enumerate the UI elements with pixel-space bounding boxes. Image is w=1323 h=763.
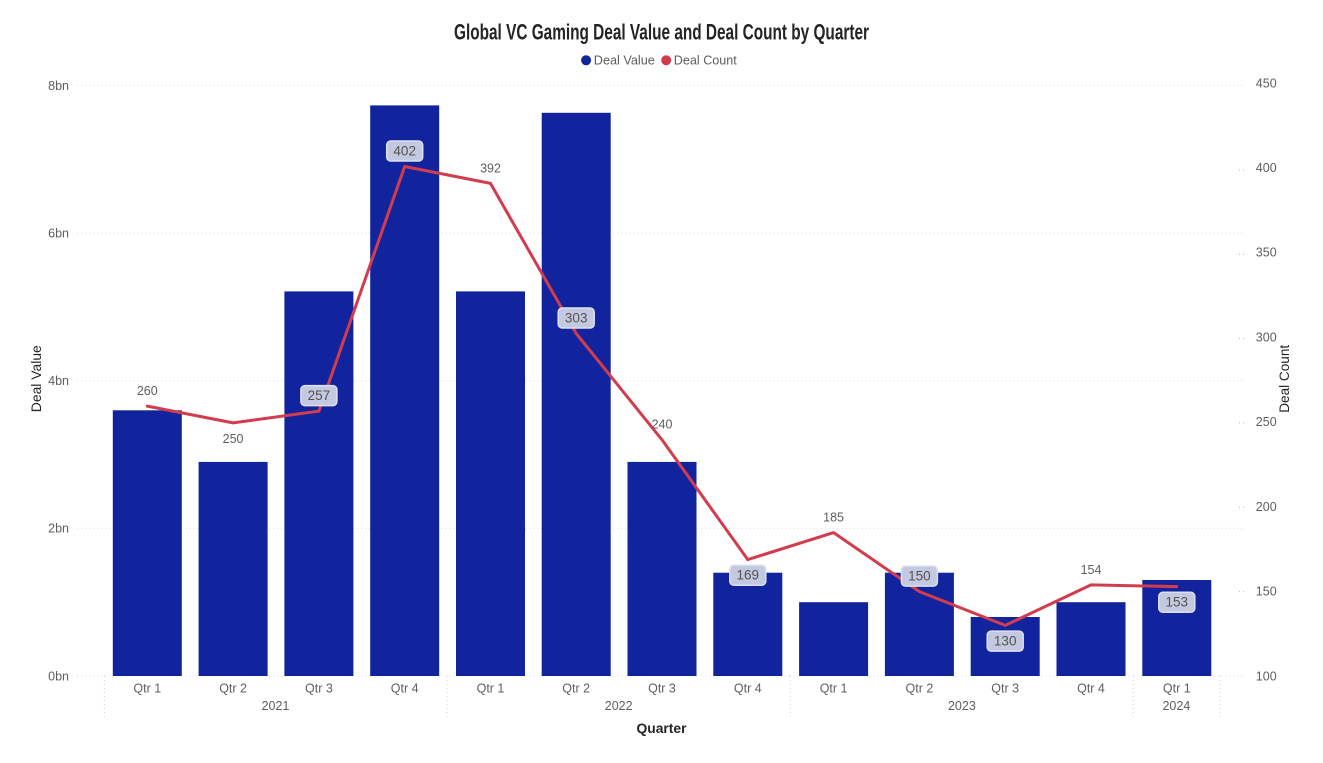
svg-text:2022: 2022 (605, 699, 633, 713)
svg-text:Qtr 2: Qtr 2 (562, 682, 590, 696)
svg-text:Deal Count: Deal Count (1277, 345, 1292, 413)
svg-text:240: 240 (652, 418, 673, 432)
svg-text:Qtr 4: Qtr 4 (391, 682, 419, 696)
svg-text:Qtr 3: Qtr 3 (305, 682, 333, 696)
svg-text:Quarter: Quarter (637, 720, 688, 736)
svg-text:Qtr 3: Qtr 3 (648, 682, 676, 696)
svg-text:Qtr 1: Qtr 1 (820, 682, 848, 696)
svg-text:Qtr 3: Qtr 3 (991, 682, 1019, 696)
svg-text:154: 154 (1081, 563, 1102, 577)
svg-text:260: 260 (137, 384, 158, 398)
svg-text:200: 200 (1256, 500, 1277, 514)
svg-text:100: 100 (1256, 669, 1277, 683)
svg-text:392: 392 (480, 161, 501, 175)
svg-text:250: 250 (223, 432, 244, 446)
svg-text:Deal Value: Deal Value (594, 53, 655, 68)
svg-text:Qtr 1: Qtr 1 (1163, 682, 1191, 696)
svg-text:130: 130 (994, 634, 1017, 649)
svg-text:185: 185 (823, 511, 844, 525)
svg-text:4bn: 4bn (48, 374, 69, 388)
svg-text:303: 303 (565, 310, 588, 325)
svg-text:2bn: 2bn (48, 522, 69, 536)
svg-text:169: 169 (737, 568, 760, 583)
svg-text:Global VC Gaming Deal Value an: Global VC Gaming Deal Value and Deal Cou… (454, 20, 869, 45)
svg-text:400: 400 (1256, 161, 1277, 175)
svg-text:Deal Count: Deal Count (674, 53, 737, 68)
svg-text:150: 150 (1256, 585, 1277, 599)
svg-text:Qtr 4: Qtr 4 (1077, 682, 1105, 696)
svg-text:257: 257 (308, 388, 331, 403)
svg-text:0bn: 0bn (48, 669, 69, 683)
svg-text:2023: 2023 (948, 699, 976, 713)
svg-text:Qtr 2: Qtr 2 (219, 682, 247, 696)
svg-text:153: 153 (1166, 595, 1189, 610)
svg-text:Qtr 1: Qtr 1 (133, 682, 161, 696)
svg-text:Deal Value: Deal Value (29, 345, 44, 412)
svg-text:8bn: 8bn (48, 79, 69, 93)
svg-text:Qtr 2: Qtr 2 (906, 682, 934, 696)
svg-text:Qtr 4: Qtr 4 (734, 682, 762, 696)
svg-text:150: 150 (908, 569, 931, 584)
svg-text:300: 300 (1256, 330, 1277, 344)
svg-text:402: 402 (393, 143, 416, 158)
svg-text:450: 450 (1256, 76, 1277, 90)
svg-text:Qtr 1: Qtr 1 (477, 682, 505, 696)
svg-text:350: 350 (1256, 246, 1277, 260)
svg-text:250: 250 (1256, 415, 1277, 429)
svg-text:2021: 2021 (262, 699, 290, 713)
svg-text:2024: 2024 (1162, 699, 1190, 713)
svg-text:6bn: 6bn (48, 226, 69, 240)
